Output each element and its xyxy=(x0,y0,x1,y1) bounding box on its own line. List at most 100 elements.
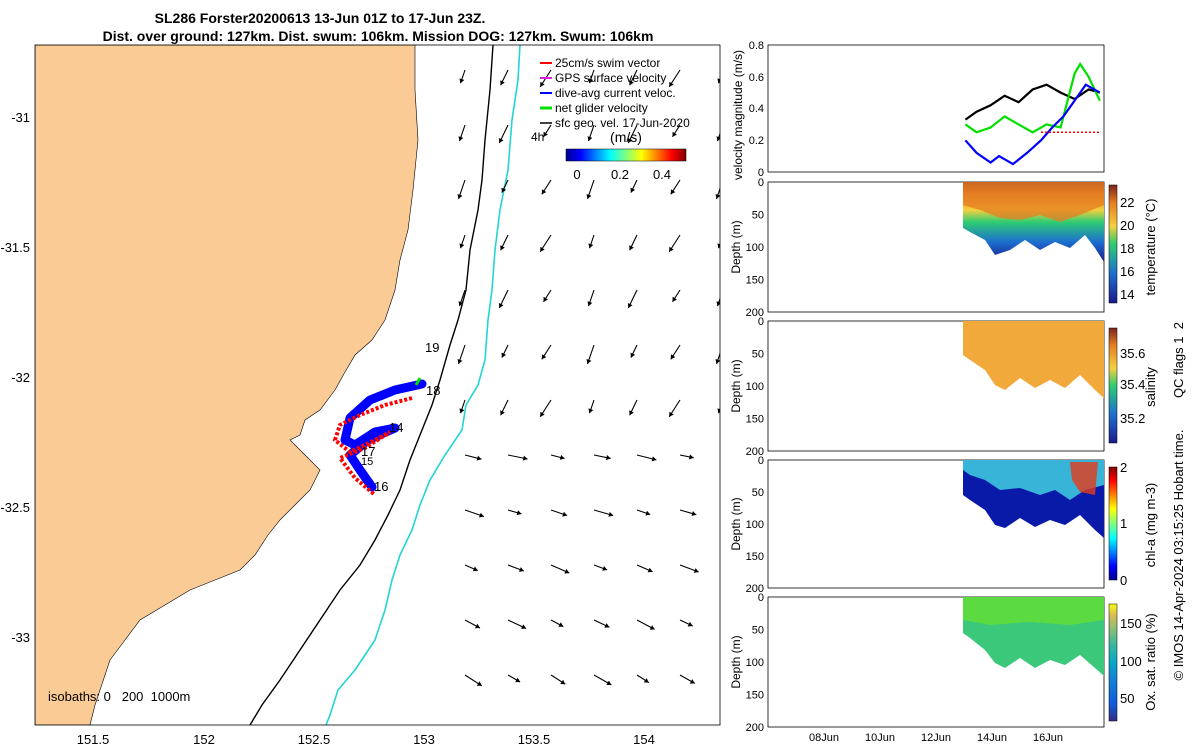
map-y-axis: -31 -31.5 -32 -32.5 -33 xyxy=(0,110,30,645)
current-arrow xyxy=(723,620,738,628)
glider-track xyxy=(332,377,427,497)
salinity-depth-tick-150: 150 xyxy=(746,414,764,426)
date-axis: 08Jun 10Jun 12Jun 14Jun 16Jun xyxy=(809,732,1063,744)
legend-swim-vector: 25cm/s swim vector xyxy=(555,56,660,70)
legend-dive-avg: dive-avg current veloc. xyxy=(555,86,676,100)
current-arrow-head xyxy=(643,678,649,683)
current-arrow-head xyxy=(689,679,695,684)
velocity-plot-area xyxy=(767,44,1105,173)
map-x-tick-153: 153 xyxy=(413,732,435,747)
salinity-depth-tick-200: 200 xyxy=(746,446,764,458)
current-arrow-head xyxy=(715,359,720,364)
current-arrow-head xyxy=(627,138,633,143)
velocity-series-net-glider xyxy=(964,61,1101,134)
current-arrow-head xyxy=(647,567,653,573)
current-arrows xyxy=(457,69,786,687)
map-y-tick--31.5: -31.5 xyxy=(0,240,30,255)
current-arrow-head xyxy=(515,677,521,683)
map-x-tick-152.5: 152.5 xyxy=(298,732,331,747)
chart-title-line-2: Dist. over ground: 127km. Dist. swum: 10… xyxy=(103,28,654,44)
current-arrow-head xyxy=(541,354,547,360)
current-arrow-head xyxy=(458,136,464,142)
current-arrow-head xyxy=(498,138,504,143)
current-arrow-head xyxy=(717,78,720,84)
qc-note: QC flags 1 2 xyxy=(1171,322,1186,398)
day-label-16: 16 xyxy=(374,479,388,494)
salinity-depth-tick-0: 0 xyxy=(758,316,764,328)
map-y-tick--32: -32 xyxy=(11,370,30,385)
oxygen-surface xyxy=(963,597,1104,625)
salinity-colorbar-tick-35.2: 35.2 xyxy=(1120,411,1145,426)
current-arrow xyxy=(766,455,786,459)
oxygen-panel: 50 100 150 Ox. sat. ratio (%) xyxy=(767,596,1158,728)
day-label-17: 17 xyxy=(361,444,375,459)
current-arrow-head xyxy=(687,621,693,627)
current-arrow-head xyxy=(457,359,463,364)
current-arrow-head xyxy=(672,131,677,137)
current-arrow-head xyxy=(543,296,548,302)
current-arrow-head xyxy=(459,408,465,414)
current-arrow-head xyxy=(500,410,505,416)
velocity-ylabel: velocity magnitude (m/s) xyxy=(731,50,745,180)
chart-title-line-1: SL286 Forster20200613 13-Jun 01Z to 17-J… xyxy=(155,10,486,26)
oxygen-depth-tick-150: 150 xyxy=(746,690,764,702)
temperature-depth-tick-200: 200 xyxy=(746,307,764,319)
map-y-tick--32.5: -32.5 xyxy=(0,500,30,515)
temperature-colorbar-label: temperature (°C) xyxy=(1143,199,1158,296)
current-arrow-head xyxy=(651,456,657,462)
current-arrow-head xyxy=(602,566,608,571)
current-arrow-head xyxy=(522,455,528,461)
date-tick-08jun: 08Jun xyxy=(809,732,839,744)
chla-depth-tick-200: 200 xyxy=(746,583,764,595)
salinity-panel: 35.2 35.4 35.6 salinity xyxy=(767,320,1158,452)
velocity-series-dive-avg-current xyxy=(964,83,1101,166)
chla-depth-tick-100: 100 xyxy=(746,519,764,531)
temperature-depth-tick-50: 50 xyxy=(752,210,764,222)
oxygen-depth-tick-50: 50 xyxy=(752,625,764,637)
current-arrow-head xyxy=(691,511,697,516)
isobath-1000m xyxy=(325,45,521,725)
chla-bloom xyxy=(1070,462,1098,495)
chla-depth-tick-150: 150 xyxy=(746,551,764,563)
oxygen-colorbar-label: Ox. sat. ratio (%) xyxy=(1143,613,1158,711)
current-arrow-head xyxy=(716,136,720,142)
temperature-warm-core xyxy=(963,182,1104,222)
map-y-tick--31: -31 xyxy=(11,110,30,125)
current-arrow-head xyxy=(670,354,676,360)
chla-colorbar xyxy=(1108,466,1118,581)
isobath-200m xyxy=(249,45,494,725)
current-arrow-head xyxy=(608,511,614,517)
current-arrow-head xyxy=(564,568,570,574)
current-arrow-head xyxy=(541,189,547,195)
current-arrow-head xyxy=(559,454,565,460)
temperature-depth-tick-0: 0 xyxy=(758,177,764,189)
legend-gps-velocity: GPS surface velocity xyxy=(555,71,666,85)
current-arrow-head xyxy=(540,246,545,252)
current-arrow-head xyxy=(500,80,505,86)
current-arrow-head xyxy=(588,408,594,414)
legend-sfc-geo: sfc geo. vel. 17-Jun-2020 xyxy=(555,116,690,130)
current-arrow-head xyxy=(501,352,507,358)
date-tick-16jun: 16Jun xyxy=(1033,732,1063,744)
temperature-colorbar-tick-16: 16 xyxy=(1120,264,1134,279)
current-arrow-head xyxy=(543,131,548,137)
date-tick-14jun: 14Jun xyxy=(977,732,1007,744)
chla-depth-tick-50: 50 xyxy=(752,487,764,499)
oxygen-colorbar-tick-150: 150 xyxy=(1120,616,1142,631)
salinity-depth-tick-50: 50 xyxy=(752,349,764,361)
legend-net-glider: net glider velocity xyxy=(555,101,648,115)
current-arrow-head xyxy=(457,194,463,199)
current-arrow-head xyxy=(715,194,720,199)
salinity-depth-tick-100: 100 xyxy=(746,381,764,393)
section-panels: 14 16 18 20 22 temperature (°C) 35.2 35.… xyxy=(767,181,1158,728)
current-arrow-head xyxy=(627,303,633,308)
temperature-depth-tick-100: 100 xyxy=(746,242,764,254)
current-arrow xyxy=(723,565,736,571)
current-arrow-head xyxy=(649,625,655,630)
oxygen-colorbar xyxy=(1108,603,1118,722)
map-x-tick-154: 154 xyxy=(633,732,655,747)
current-arrow-head xyxy=(672,296,677,302)
current-arrow-head xyxy=(629,410,634,416)
temperature-panel: 14 16 18 20 22 temperature (°C) xyxy=(767,181,1158,313)
swim-vector-track xyxy=(332,396,413,497)
